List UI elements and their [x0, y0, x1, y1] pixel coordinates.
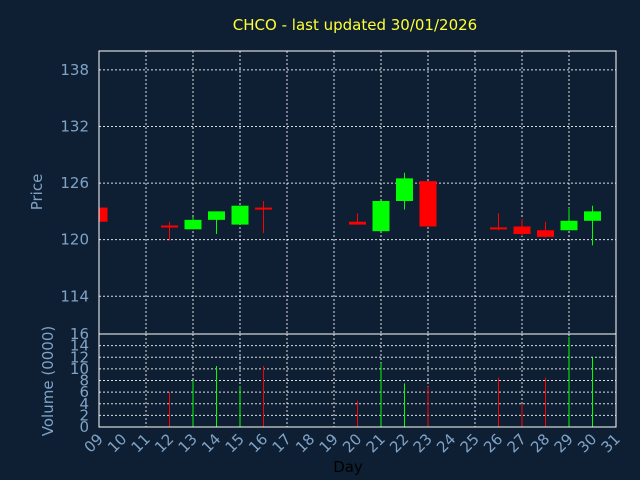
candle-body — [349, 221, 366, 225]
x-tick-label: 14 — [198, 430, 224, 456]
x-tick-label: 26 — [480, 430, 506, 456]
x-tick-label: 20 — [339, 430, 365, 456]
x-tick-label: 27 — [504, 430, 530, 456]
price-candles — [98, 172, 601, 246]
price-tick-label: 114 — [60, 287, 89, 305]
x-tick-label: 19 — [316, 430, 342, 456]
x-tick-label: 30 — [574, 430, 600, 456]
volume-tick-label: 4 — [79, 395, 89, 413]
candle-body — [161, 225, 178, 228]
volume-tick-label: 2 — [79, 406, 89, 424]
x-tick-label: 11 — [128, 430, 154, 456]
candle-body — [490, 227, 507, 230]
candle-body — [99, 207, 108, 222]
price-tick-label: 126 — [60, 174, 89, 192]
volume-panel-frame — [98, 333, 617, 428]
x-tick-label: 23 — [410, 430, 436, 456]
candle-body — [584, 211, 601, 221]
price-tick-label: 138 — [60, 61, 89, 79]
x-tick-label: 12 — [151, 430, 177, 456]
x-tick-label: 21 — [363, 430, 389, 456]
volume-tick-label: 10 — [70, 360, 89, 378]
x-tick-label: 29 — [551, 430, 577, 456]
volume-tick-label: 14 — [70, 337, 89, 355]
x-tick-label: 16 — [245, 430, 271, 456]
volume-bars — [169, 336, 593, 427]
volume-tick-label: 12 — [70, 348, 89, 366]
x-tick-label: 25 — [457, 430, 483, 456]
candle-body — [372, 200, 390, 232]
volume-axis-label: Volume (0000) — [39, 326, 57, 436]
volume-tick-label: 16 — [70, 325, 89, 343]
candle-body — [513, 226, 531, 235]
x-tick-label: 15 — [222, 430, 248, 456]
x-tick-label: 31 — [598, 430, 624, 456]
x-tick-label: 13 — [175, 430, 201, 456]
candle-body — [419, 181, 437, 227]
price-tick-label: 132 — [60, 117, 89, 135]
x-axis-ticks: 0910111213141516171819202122232425262728… — [81, 430, 624, 456]
x-tick-label: 18 — [292, 430, 318, 456]
candle-body — [184, 219, 202, 230]
volume-tick-label: 0 — [79, 418, 89, 436]
x-tick-label: 28 — [527, 430, 553, 456]
candle-body — [560, 220, 578, 231]
x-tick-label: 17 — [269, 430, 295, 456]
chart-title: CHCO - last updated 30/01/2026 — [233, 16, 477, 34]
price-tick-label: 120 — [60, 231, 89, 249]
candle-body — [255, 207, 272, 210]
volume-tick-label: 6 — [79, 383, 89, 401]
candle-body — [396, 178, 413, 201]
x-tick-label: 10 — [104, 430, 130, 456]
price-axis-label: Price — [28, 174, 46, 211]
x-tick-label: 24 — [433, 430, 459, 456]
x-tick-label: 22 — [386, 430, 412, 456]
x-axis-label: Day — [333, 458, 363, 476]
candle-body — [537, 230, 554, 237]
volume-tick-label: 8 — [79, 372, 89, 390]
price-grid — [99, 51, 616, 334]
candle-body — [208, 211, 225, 220]
candle-body — [231, 205, 249, 225]
price-panel-frame — [98, 50, 617, 335]
price-axis-ticks: 114 120 126 132 138 — [60, 61, 89, 305]
